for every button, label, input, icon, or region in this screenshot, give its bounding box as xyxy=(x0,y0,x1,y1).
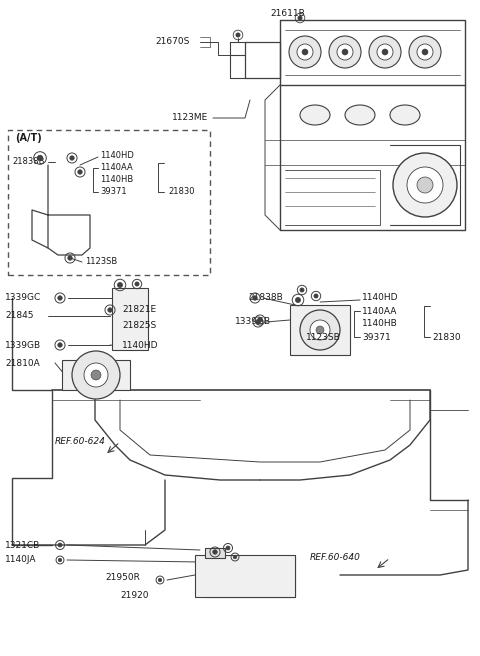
Circle shape xyxy=(58,558,62,562)
Circle shape xyxy=(302,49,308,55)
Circle shape xyxy=(213,550,217,554)
Circle shape xyxy=(70,155,74,160)
Text: 1339GC: 1339GC xyxy=(5,293,41,302)
Circle shape xyxy=(84,363,108,387)
Circle shape xyxy=(417,177,433,193)
Circle shape xyxy=(68,256,72,260)
Circle shape xyxy=(377,44,393,60)
Bar xyxy=(112,288,148,350)
Text: 21810A: 21810A xyxy=(5,358,40,367)
FancyBboxPatch shape xyxy=(8,130,210,275)
Circle shape xyxy=(417,44,433,60)
Text: 1140JA: 1140JA xyxy=(5,556,36,565)
Text: 21670S: 21670S xyxy=(155,37,190,47)
Text: 39371: 39371 xyxy=(362,333,391,342)
Bar xyxy=(195,555,295,597)
Text: 21920: 21920 xyxy=(120,590,148,600)
Ellipse shape xyxy=(390,105,420,125)
Text: REF.60-624: REF.60-624 xyxy=(55,438,106,447)
Circle shape xyxy=(37,155,43,161)
Text: 21830: 21830 xyxy=(168,188,194,197)
Text: 1140HB: 1140HB xyxy=(100,176,133,184)
Circle shape xyxy=(233,555,237,559)
Circle shape xyxy=(422,49,428,55)
Circle shape xyxy=(256,319,260,324)
Circle shape xyxy=(300,288,304,292)
Text: 1140HD: 1140HD xyxy=(100,150,134,159)
Circle shape xyxy=(295,297,300,302)
Text: 1140AA: 1140AA xyxy=(362,306,397,316)
Text: 21845: 21845 xyxy=(5,312,34,321)
Text: 21838B: 21838B xyxy=(248,293,283,302)
Circle shape xyxy=(393,153,457,217)
Bar xyxy=(205,548,225,558)
Circle shape xyxy=(58,296,62,300)
Text: (A/T): (A/T) xyxy=(15,133,42,143)
Bar xyxy=(290,305,350,355)
Text: 21821E: 21821E xyxy=(122,306,156,314)
Text: 21830: 21830 xyxy=(432,333,461,342)
Circle shape xyxy=(72,351,120,399)
Text: 21838B: 21838B xyxy=(12,157,45,167)
Bar xyxy=(62,360,130,390)
Circle shape xyxy=(297,44,313,60)
Text: REF.60-640: REF.60-640 xyxy=(310,554,361,562)
Circle shape xyxy=(135,282,139,286)
Text: 39371: 39371 xyxy=(100,188,127,197)
Circle shape xyxy=(382,49,388,55)
Circle shape xyxy=(316,326,324,334)
Circle shape xyxy=(337,44,353,60)
Ellipse shape xyxy=(300,105,330,125)
Text: 21950R: 21950R xyxy=(105,573,140,583)
Circle shape xyxy=(226,546,230,550)
Text: 1123SB: 1123SB xyxy=(85,258,117,266)
Text: 1140HD: 1140HD xyxy=(362,293,398,302)
Circle shape xyxy=(78,170,82,174)
Text: 1140HB: 1140HB xyxy=(362,319,398,329)
Circle shape xyxy=(298,16,302,20)
Circle shape xyxy=(369,36,401,68)
Circle shape xyxy=(236,33,240,37)
Text: 21825S: 21825S xyxy=(122,321,156,331)
Text: 1140AA: 1140AA xyxy=(100,163,133,173)
Text: 1339GB: 1339GB xyxy=(5,340,41,350)
Circle shape xyxy=(58,543,62,547)
Ellipse shape xyxy=(345,105,375,125)
Circle shape xyxy=(253,296,257,300)
Circle shape xyxy=(407,167,443,203)
Circle shape xyxy=(108,308,112,312)
Circle shape xyxy=(258,318,262,322)
Text: 1321CB: 1321CB xyxy=(5,541,40,550)
Circle shape xyxy=(409,36,441,68)
Circle shape xyxy=(58,342,62,347)
Circle shape xyxy=(342,49,348,55)
Text: 1123SB: 1123SB xyxy=(306,333,341,342)
Circle shape xyxy=(329,36,361,68)
Text: 1140HD: 1140HD xyxy=(122,340,158,350)
Circle shape xyxy=(289,36,321,68)
Circle shape xyxy=(118,283,122,287)
Circle shape xyxy=(314,294,318,298)
Circle shape xyxy=(300,310,340,350)
Text: 1123ME: 1123ME xyxy=(172,113,208,123)
Circle shape xyxy=(91,370,101,380)
Circle shape xyxy=(158,578,162,582)
Circle shape xyxy=(310,320,330,340)
Text: 1339GB: 1339GB xyxy=(235,318,271,327)
Text: 21611B: 21611B xyxy=(270,9,305,18)
